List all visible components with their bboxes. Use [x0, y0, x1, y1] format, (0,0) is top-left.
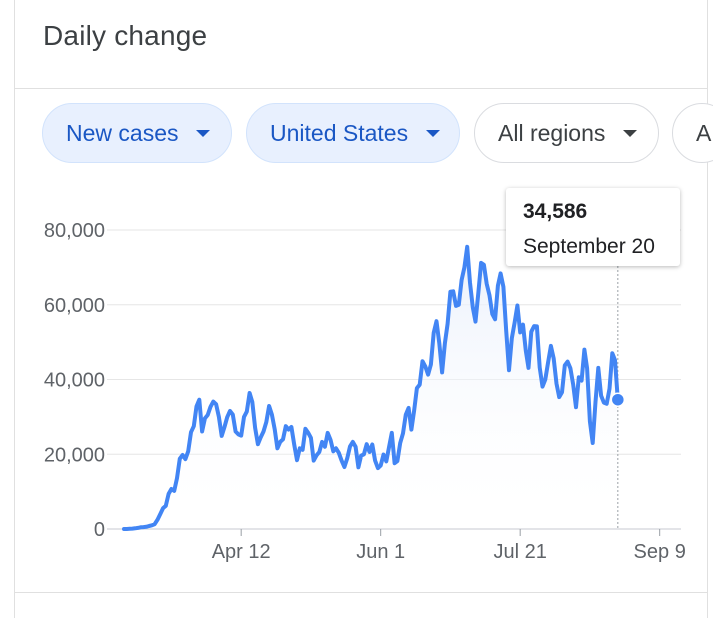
region-filter-label: All regions	[498, 119, 606, 146]
series-line-new-cases	[122, 244, 620, 531]
tooltip-value: 34,586	[523, 200, 588, 223]
series-area-fill	[124, 246, 618, 530]
chevron-down-icon	[196, 129, 211, 137]
y-tick-label: 80,000	[44, 220, 105, 242]
chevron-down-icon	[426, 129, 441, 137]
hover-point[interactable]	[610, 392, 626, 407]
x-tick-label: Sep 9	[634, 541, 686, 563]
region-filter-chip[interactable]: All regions	[474, 103, 659, 163]
y-tick-label: 60,000	[44, 295, 105, 317]
page-title: Daily change	[43, 20, 208, 51]
location-filter-chip[interactable]: United States	[246, 103, 460, 163]
chevron-down-icon	[623, 129, 638, 137]
y-tick-label: 20,000	[44, 444, 105, 466]
daily-change-chart[interactable]: 0 20,000 40,000 60,000 80,000 Apr 12 Jun 1 Jul…	[0, 0, 713, 600]
metric-filter-chip[interactable]: New cases	[42, 103, 232, 163]
location-filter-label: United States	[270, 119, 409, 146]
x-tick-label: Apr 12	[212, 541, 271, 563]
footer-divider	[14, 592, 708, 593]
tooltip-date: September 20	[523, 235, 655, 258]
extra-filter-label: A	[696, 119, 712, 146]
x-tick-label: Jun 1	[356, 541, 405, 563]
header-divider	[14, 88, 708, 89]
y-tick-label: 40,000	[44, 370, 105, 392]
data-tooltip: 34,586 September 20	[506, 188, 680, 266]
metric-filter-label: New cases	[66, 119, 179, 146]
y-tick-label: 0	[94, 519, 105, 541]
x-tick-label: Jul 21	[493, 541, 546, 563]
